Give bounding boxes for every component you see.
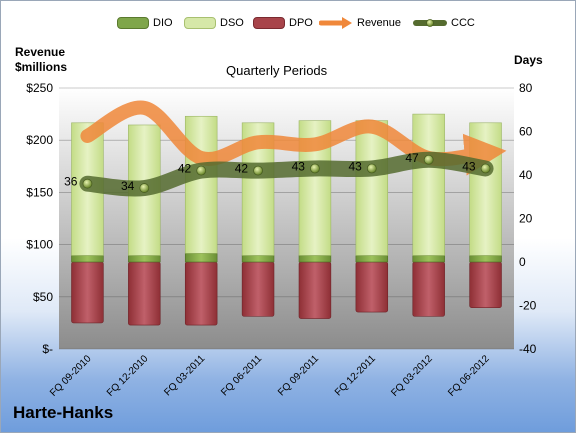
right-tick-label: -20 <box>519 299 537 313</box>
dio-bar <box>469 255 502 263</box>
legend-ccc-label: CCC <box>451 17 475 29</box>
dpo-bar <box>412 261 445 317</box>
ccc-point <box>139 183 150 193</box>
x-tick-label: FQ 09-2011 <box>276 353 321 398</box>
right-axis-title: Days <box>514 53 543 67</box>
left-tick-label: $50 <box>33 290 53 304</box>
dpo-bar <box>355 261 389 313</box>
x-tick-label: FQ 03-2012 <box>389 353 435 399</box>
ccc-data-label: 34 <box>121 179 135 193</box>
ccc-point <box>423 154 434 165</box>
chart-subtitle: Quarterly Periods <box>226 63 328 78</box>
ccc-data-label: 43 <box>462 159 476 173</box>
legend-dio: DIO <box>117 17 173 29</box>
ccc-data-label: 42 <box>235 162 249 176</box>
legend-revenue: Revenue <box>319 17 401 29</box>
legend-dpo: DPO <box>253 17 313 29</box>
x-tick-label: FQ 06-2012 <box>446 353 492 399</box>
company-name: Harte-Hanks <box>13 403 114 422</box>
dpo-bar <box>184 261 218 326</box>
right-tick-label: 40 <box>519 168 533 182</box>
legend-dio-label: DIO <box>153 17 173 29</box>
dio-bar <box>241 255 275 263</box>
x-tick-label: FQ 06-2011 <box>219 353 264 398</box>
dio-bar <box>128 255 161 263</box>
left-tick-label: $250 <box>26 81 53 95</box>
dpo-bar <box>469 261 502 308</box>
dpo-bar <box>241 261 275 317</box>
legend-ccc: CCC <box>413 17 475 29</box>
ccc-data-label: 43 <box>292 159 306 173</box>
ccc-point <box>253 165 263 176</box>
right-tick-label: 0 <box>519 255 526 269</box>
dio-bar <box>298 255 332 263</box>
ccc-point <box>196 165 207 176</box>
dso-bar <box>184 115 218 254</box>
dso-bar <box>355 120 389 256</box>
legend-dso: DSO <box>184 17 244 29</box>
plot-area <box>59 88 514 349</box>
ccc-data-label: 43 <box>348 159 362 173</box>
left-axis-title: Revenue $millions <box>15 45 68 74</box>
legend-dpo-label: DPO <box>289 17 313 29</box>
legend-dio-swatch <box>117 17 149 29</box>
dpo-bar <box>298 261 332 319</box>
legend-revenue-arrow-icon <box>319 17 352 29</box>
legend-revenue-label: Revenue <box>357 17 402 29</box>
dio-bar <box>184 253 218 263</box>
right-tick-label: -40 <box>519 342 537 356</box>
left-tick-label: $150 <box>26 185 53 199</box>
x-tick-label: FQ 09-2010 <box>48 353 94 399</box>
x-tick-label: FQ 12-2010 <box>105 353 151 399</box>
left-tick-label: $100 <box>26 238 53 252</box>
right-tick-label: 60 <box>519 125 533 139</box>
right-tick-label: 80 <box>519 81 533 95</box>
dio-bar <box>71 255 104 263</box>
ccc-data-label: 42 <box>178 162 192 176</box>
dpo-bar <box>128 261 161 326</box>
ccc-data-label: 36 <box>64 175 78 189</box>
x-tick-label: FQ 12-2011 <box>333 353 378 398</box>
ccc-point <box>480 163 491 174</box>
dio-bar <box>355 255 389 263</box>
dso-bar <box>412 113 445 256</box>
x-tick-label: FQ 03-2011 <box>162 353 207 398</box>
ccc-point <box>366 163 377 174</box>
legend-dpo-swatch <box>253 17 285 29</box>
legend-dso-label: DSO <box>220 17 244 29</box>
ccc-point <box>310 163 320 174</box>
right-tick-label: 20 <box>519 212 533 226</box>
legend-ccc-line-icon <box>413 19 447 27</box>
ccc-point <box>82 178 93 189</box>
ccc-data-label: 47 <box>405 151 419 165</box>
legend-dso-swatch <box>184 17 216 29</box>
left-tick-label: $- <box>42 342 53 356</box>
dpo-bar <box>71 261 104 324</box>
dio-bar <box>412 255 445 263</box>
left-tick-label: $200 <box>26 133 53 147</box>
dso-bar <box>469 122 502 256</box>
